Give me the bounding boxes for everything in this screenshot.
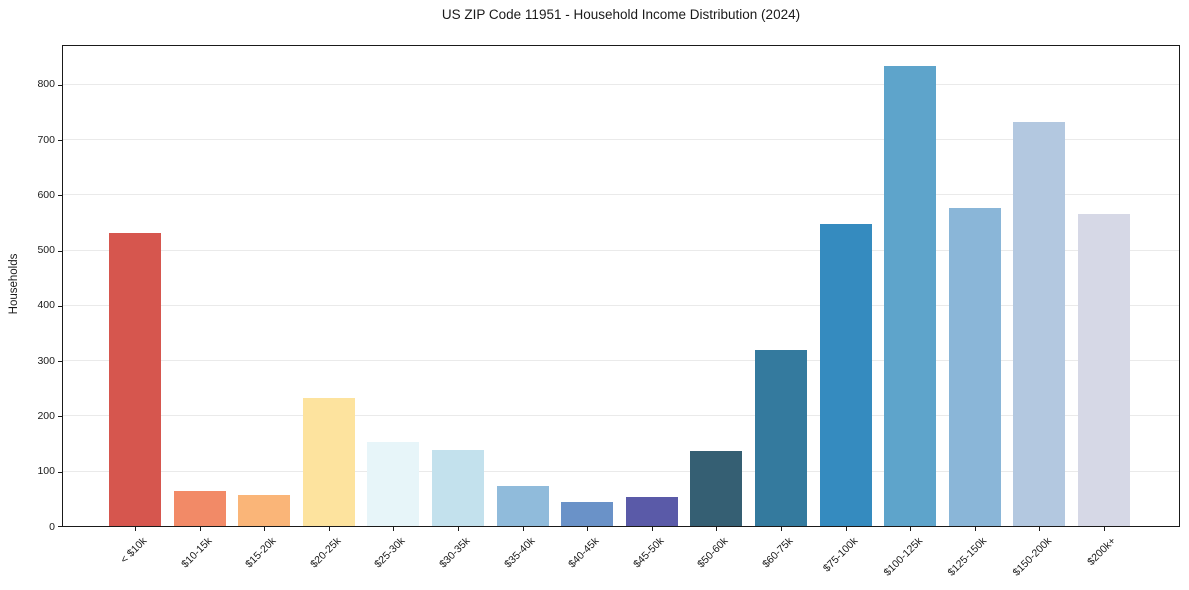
x-tick-mark-$75-100k <box>845 527 847 531</box>
x-tick-mark-$40-45k <box>587 527 589 531</box>
bar-$75-100k <box>819 223 872 526</box>
y-tick-label-300: 300 <box>37 354 55 367</box>
y-tick-mark-400 <box>58 305 62 307</box>
y-tick-label-600: 600 <box>37 188 55 201</box>
x-tick-mark-$20-25k <box>328 527 330 531</box>
bar-$45-50k <box>625 497 678 526</box>
gridline-y-500 <box>63 249 1179 251</box>
bar-$20-25k <box>302 398 355 526</box>
y-tick-label-400: 400 <box>37 299 55 312</box>
chart-title: US ZIP Code 11951 - Household Income Dis… <box>441 7 801 22</box>
bar-$60-75k <box>755 350 807 526</box>
y-tick-mark-600 <box>58 195 62 197</box>
bar-$40-45k <box>561 501 614 526</box>
bar-$200k+ <box>1078 213 1130 526</box>
bar-$125-150k <box>948 207 1001 526</box>
gridline-y-600 <box>63 194 1179 196</box>
x-tick-label-$40-45k: $40-45k <box>566 535 602 571</box>
bar-$50-60k <box>690 451 743 526</box>
x-tick-label-$20-25k: $20-25k <box>307 535 344 571</box>
y-tick-label-800: 800 <box>37 78 55 91</box>
x-tick-mark-$30-35k <box>458 527 459 531</box>
y-tick-mark-500 <box>58 250 62 252</box>
x-tick-mark-$45-50k <box>651 527 653 531</box>
x-tick-label-$200k+: $200k+ <box>1085 535 1119 569</box>
x-tick-mark-$50-60k <box>716 527 718 531</box>
x-tick-label-$25-30k: $25-30k <box>372 535 408 571</box>
gridline-y-700 <box>63 139 1179 141</box>
x-tick-label-$100-125k: $100-125k <box>881 535 925 579</box>
y-tick-mark-800 <box>58 84 62 86</box>
y-tick-mark-200 <box>58 416 62 418</box>
bar-$15-20k <box>238 494 291 526</box>
x-tick-label-$45-50k: $45-50k <box>630 535 667 571</box>
y-tick-label-200: 200 <box>37 409 55 422</box>
x-tick-mark-$35-40k <box>522 527 524 531</box>
y-tick-mark-700 <box>58 140 62 142</box>
y-tick-mark-0 <box>58 526 62 527</box>
gridline-y-300 <box>63 360 1179 362</box>
y-tick-mark-300 <box>58 361 62 363</box>
y-tick-label-100: 100 <box>37 465 55 478</box>
x-tick-label-$125-150k: $125-150k <box>945 535 990 579</box>
y-tick-label-500: 500 <box>37 244 55 257</box>
bar-$30-35k <box>432 450 484 526</box>
x-tick-mark-$100-125k <box>910 527 912 531</box>
gridline-y-400 <box>63 304 1179 306</box>
y-tick-label-700: 700 <box>37 133 55 146</box>
bar-$35-40k <box>496 486 549 526</box>
x-tick-mark-$25-30k <box>393 527 395 531</box>
x-tick-label-$15-20k: $15-20k <box>243 535 279 571</box>
bar-$10-15k <box>173 490 226 526</box>
bar-< $10k <box>109 233 161 526</box>
x-tick-mark-< $10k <box>135 527 136 531</box>
bar-$25-30k <box>367 442 420 526</box>
x-tick-label-$35-40k: $35-40k <box>501 535 538 571</box>
x-tick-mark-$10-15k <box>199 527 201 531</box>
gridline-y-200 <box>63 415 1179 417</box>
bar-$100-125k <box>884 66 937 526</box>
x-tick-label-< $10k: < $10k <box>118 535 150 566</box>
y-tick-mark-100 <box>58 471 62 473</box>
bar-$150-200k <box>1013 121 1066 526</box>
x-tick-mark-$60-75k <box>781 527 782 531</box>
plot-area <box>62 45 1180 527</box>
x-tick-mark-$125-150k <box>974 527 976 531</box>
gridline-y-100 <box>63 470 1179 472</box>
x-tick-label-$30-35k: $30-35k <box>437 535 473 571</box>
x-tick-label-$60-75k: $60-75k <box>760 535 796 571</box>
y-tick-label-0: 0 <box>49 520 55 533</box>
x-tick-mark-$15-20k <box>264 527 266 531</box>
gridline-y-800 <box>63 83 1179 85</box>
x-tick-label-$150-200k: $150-200k <box>1010 535 1054 579</box>
x-tick-mark-$200k+ <box>1104 527 1105 531</box>
x-tick-label-$10-15k: $10-15k <box>178 535 215 571</box>
x-tick-mark-$150-200k <box>1039 527 1041 531</box>
x-tick-label-$75-100k: $75-100k <box>820 535 861 575</box>
x-tick-label-$50-60k: $50-60k <box>695 535 731 571</box>
